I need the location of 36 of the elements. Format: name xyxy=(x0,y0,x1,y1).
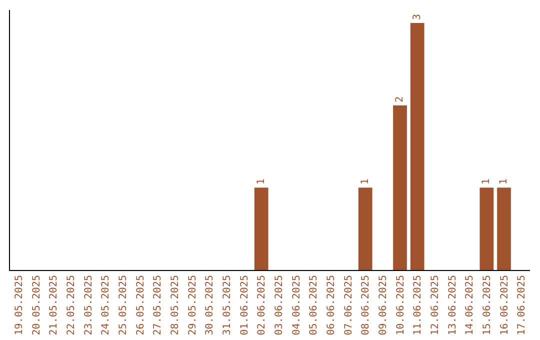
x-tick-label: 16.06.2025 xyxy=(499,275,510,336)
x-tick-label: 23.05.2025 xyxy=(83,275,94,336)
x-tick-label: 26.05.2025 xyxy=(135,275,146,336)
x-tick-label: 21.05.2025 xyxy=(48,275,60,336)
data-label: 2 xyxy=(394,96,406,102)
x-tick-label: 20.05.2025 xyxy=(31,275,42,336)
x-tick-label: 02.06.2025 xyxy=(256,275,268,336)
x-tick-label: 07.06.2025 xyxy=(343,275,354,336)
x-tick-label: 06.06.2025 xyxy=(326,275,337,336)
x-tick-label: 10.06.2025 xyxy=(395,275,406,336)
x-tick-label: 17.06.2025 xyxy=(516,275,528,336)
data-label: 1 xyxy=(498,178,510,185)
x-tick-label: 25.05.2025 xyxy=(118,275,129,336)
x-tick-label: 03.06.2025 xyxy=(274,275,285,336)
x-tick-label: 01.06.2025 xyxy=(239,275,250,336)
x-tick-label: 27.05.2025 xyxy=(152,275,164,336)
x-tick-label: 09.06.2025 xyxy=(378,275,389,336)
data-label: 1 xyxy=(256,178,267,185)
x-tick-label: 11.06.2025 xyxy=(412,275,424,336)
x-tick-label: 12.06.2025 xyxy=(430,275,441,336)
x-tick-label: 24.05.2025 xyxy=(100,275,112,336)
x-tick-label: 22.05.2025 xyxy=(66,275,77,336)
data-label: 3 xyxy=(412,14,423,20)
x-tick-label: 15.06.2025 xyxy=(482,275,493,336)
x-tick-label: 13.06.2025 xyxy=(447,275,458,336)
x-tick-label: 28.05.2025 xyxy=(170,275,181,336)
x-tick-label: 31.05.2025 xyxy=(222,275,233,336)
data-label: 1 xyxy=(481,178,492,185)
data-label: 1 xyxy=(360,178,371,185)
x-tick-label: 29.05.2025 xyxy=(187,275,198,336)
x-tick-label: 05.06.2025 xyxy=(308,275,320,336)
x-tick-label: 14.06.2025 xyxy=(464,275,476,336)
x-tick-label: 19.05.2025 xyxy=(14,275,25,336)
x-tick-label: 08.06.2025 xyxy=(360,275,372,336)
x-tick-label: 04.06.2025 xyxy=(291,275,302,336)
x-tick-label: 30.05.2025 xyxy=(204,275,216,336)
